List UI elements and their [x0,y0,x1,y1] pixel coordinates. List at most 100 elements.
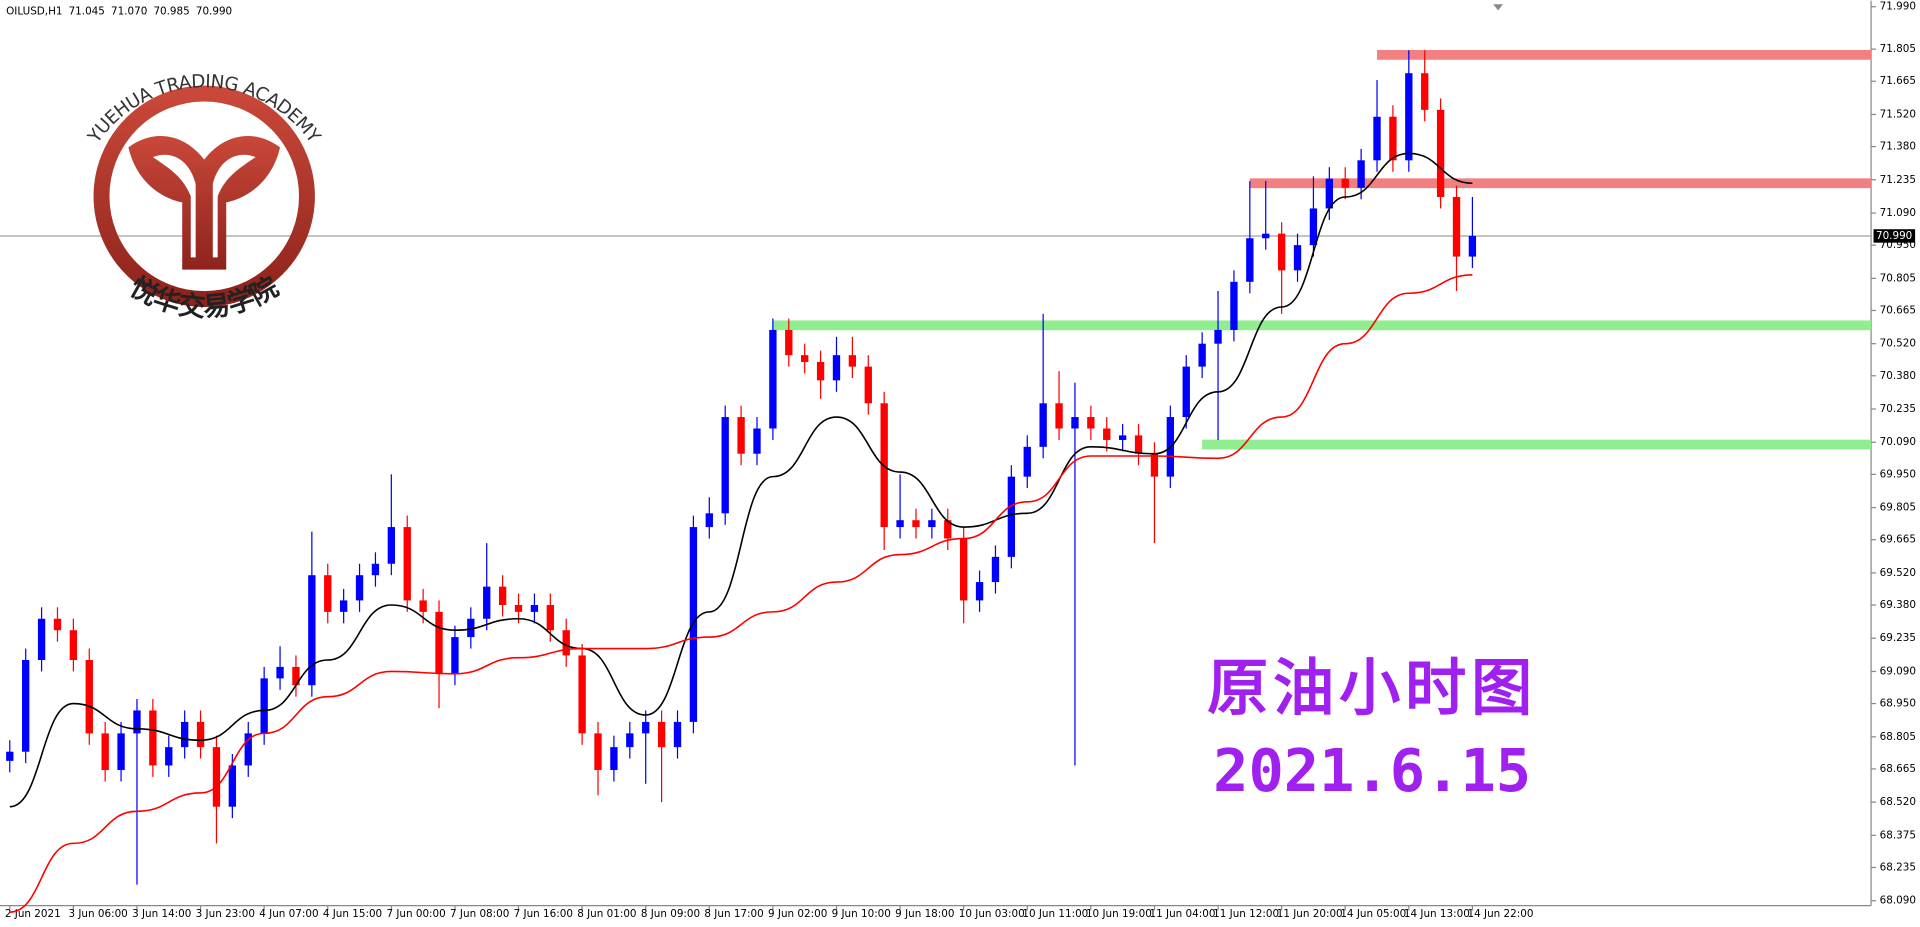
candle-body [117,733,125,771]
x-tick-label: 14 Jun 13:00 [1404,908,1470,920]
level-band [1377,49,1872,60]
candle-body [1246,238,1254,282]
x-tick-label: 4 Jun 15:00 [323,908,382,920]
candle-body [1389,116,1397,161]
candle-body [1309,208,1318,246]
header-value: 70.985 [153,6,189,18]
candle-body [1325,178,1333,209]
candle-body [562,630,570,656]
candle-body [1198,343,1206,367]
moving-average [9,152,1473,808]
candle-body [339,600,348,612]
current-price-box [1873,229,1916,243]
y-tick-label: 68.805 [1880,731,1916,743]
candle-body [1262,233,1270,239]
header-value: 70.990 [196,6,232,18]
candle-body [848,355,857,367]
y-tick-label: 70.380 [1880,370,1916,382]
candle-body [1357,160,1365,188]
y-tick-label: 68.950 [1880,698,1916,710]
candle-body [769,329,777,429]
candle-body [149,710,157,766]
x-tick-label: 9 Jun 18:00 [895,908,954,920]
level-band [1202,439,1872,450]
candle-body [22,660,30,752]
candle-body [435,611,443,674]
candle-body [530,605,539,612]
candle-body [212,747,221,807]
scroll-marker [1493,4,1503,11]
candle-body [928,520,936,528]
y-tick-label: 68.235 [1880,861,1916,873]
candle-body [1150,453,1159,477]
level-band [772,320,1872,331]
candle-body [721,417,729,514]
candle-body [498,586,507,606]
candle-body [180,721,189,748]
moving-average [9,274,1473,913]
candle-body [1134,435,1143,454]
y-tick-label: 71.380 [1880,141,1916,153]
y-tick-label: 71.990 [1880,1,1916,13]
candle-body [832,355,841,381]
x-tick-label: 3 Jun 23:00 [196,908,255,920]
candle-body [1373,116,1381,161]
annotation: 2021.6.15 [1213,737,1531,805]
y-tick-label: 69.665 [1880,534,1916,546]
y-tick-label: 70.805 [1880,272,1916,284]
candle-body [1277,233,1286,271]
x-tick-label: 9 Jun 02:00 [768,908,827,920]
candle-body [387,527,396,564]
candle-body [292,666,300,686]
candle-body [37,618,46,661]
candle-body [1230,281,1238,330]
y-tick-label: 68.375 [1880,829,1916,841]
candle-body [912,520,920,528]
candle-body [1341,178,1349,188]
annotation: 原油小时图 [1207,653,1537,724]
header-value: 71.045 [69,6,105,18]
y-tick-label: 70.235 [1880,403,1916,415]
y-tick-label: 69.235 [1880,632,1916,644]
x-tick-label: 14 Jun 22:00 [1468,908,1534,920]
candle-body [133,710,141,734]
x-tick-label: 4 Jun 07:00 [259,908,318,920]
x-tick-label: 7 Jun 08:00 [450,908,509,920]
candle-body [785,329,793,356]
candle-body [626,733,634,748]
candle-body [705,513,713,528]
candle-body [594,733,602,771]
candle-body [260,678,268,734]
candle-body [101,733,109,771]
candle-body [1452,196,1461,257]
x-tick-label: 3 Jun 06:00 [68,908,127,920]
candle-body [403,527,411,601]
candle-body [1071,417,1079,429]
candle-body [53,618,62,631]
y-tick-label: 70.665 [1880,304,1916,316]
y-tick-label: 69.520 [1880,567,1916,579]
x-tick-label: 11 Jun 04:00 [1150,908,1216,920]
candle-body [371,563,380,576]
x-tick-label: 10 Jun 11:00 [1022,908,1088,920]
candle-body [1055,403,1063,429]
candle-body [801,355,809,363]
y-tick-label: 69.090 [1880,665,1916,677]
x-tick-label: 7 Jun 16:00 [514,908,573,920]
candle-body [642,721,650,734]
chart-header: OILUSD,H1 71.045 71.070 70.985 70.990 [6,6,232,18]
x-tick-label: 11 Jun 12:00 [1213,908,1279,920]
y-tick-label: 71.665 [1880,75,1916,87]
candle-body [737,417,745,454]
x-tick-label: 14 Jun 05:00 [1340,908,1406,920]
candle-body [276,666,284,679]
candle-body [546,605,554,631]
candle-body [610,747,618,771]
x-tick-label: 8 Jun 09:00 [641,908,700,920]
y-tick-label: 68.520 [1880,796,1916,808]
candle-body [864,366,872,404]
candle-body [1214,329,1222,344]
candle-body [1436,109,1445,197]
